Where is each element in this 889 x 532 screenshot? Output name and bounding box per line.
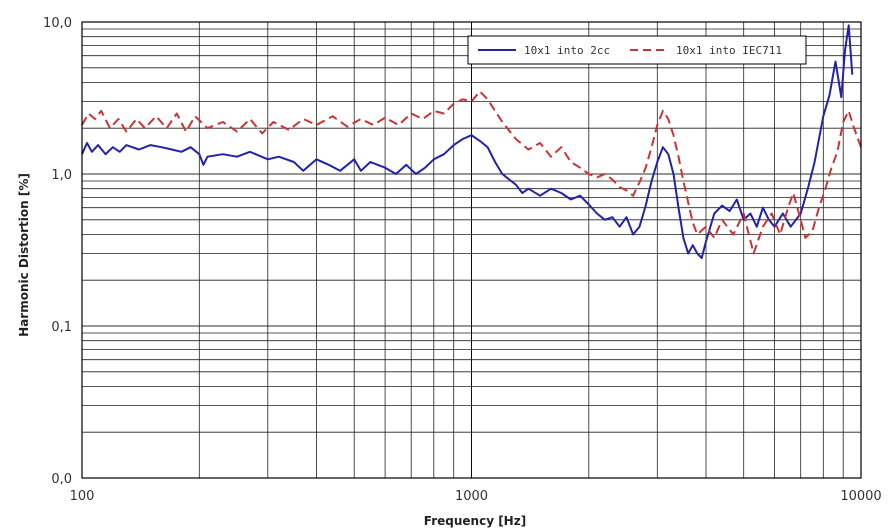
y-tick-label: 0,1 [51,320,72,335]
x-tick-label: 10000 [840,489,881,504]
legend-label-iec711: 10x1 into IEC711 [676,44,782,57]
legend-label-2cc: 10x1 into 2cc [524,44,610,57]
tick-labels: 100 1000 10000 0,0 0,1 1,0 10,0 [43,16,882,504]
y-axis-title: Harmonic Distortion [%] [17,173,31,337]
legend: 10x1 into 2cc 10x1 into IEC711 [467,35,807,65]
series-line-2cc [81,24,854,259]
y-tick-label: 10,0 [43,16,72,31]
plot-frame [81,21,862,479]
series-line-iec711 [81,90,862,255]
y-tick-label: 1,0 [51,168,72,183]
series-layer [81,24,862,259]
x-axis-title: Frequency [Hz] [424,514,526,528]
x-tick-label: 100 [70,489,95,504]
y-tick-label: 0,0 [51,472,72,487]
x-tick-label: 1000 [455,489,488,504]
